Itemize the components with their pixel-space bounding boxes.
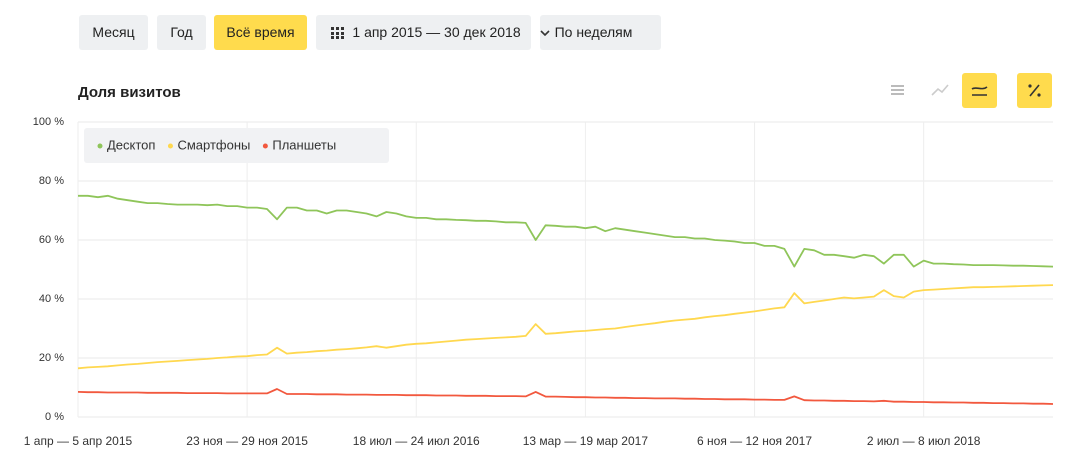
icon	[971, 86, 988, 96]
date-range-button[interactable]: 1 апр 2015 — 30 дек 2018	[316, 15, 531, 50]
percent-icon[interactable]	[1017, 73, 1052, 108]
legend-dot	[262, 143, 268, 149]
y-tick-label: 100 %	[33, 116, 64, 128]
icon	[931, 84, 949, 96]
icon	[891, 85, 904, 95]
x-tick-label: 13 мар — 19 мар 2017	[523, 434, 649, 448]
legend-dot	[167, 143, 173, 149]
icon	[1028, 84, 1041, 97]
x-tick-label: 18 июл — 24 июл 2016	[353, 434, 480, 448]
legend-label: Смартфоны	[177, 137, 250, 152]
y-tick-label: 20 %	[39, 352, 64, 364]
legend: Десктоп Смартфоны Планшеты	[84, 128, 389, 163]
stacked-icon[interactable]	[880, 73, 915, 108]
chevron-icon	[540, 30, 550, 36]
period-button[interactable]: Всё время	[214, 15, 307, 50]
chart-title: Доля визитов	[78, 84, 181, 101]
period-button[interactable]: Месяц	[79, 15, 148, 50]
date-range-text: 1 апр 2015 — 30 дек 2018	[352, 24, 521, 40]
y-tick-label: 0 %	[45, 411, 64, 423]
period-button[interactable]: Год	[157, 15, 206, 50]
grouping-button[interactable]: По неделям	[540, 15, 661, 50]
series-line	[77, 284, 1054, 370]
series-line	[77, 388, 1054, 405]
legend-box	[84, 128, 389, 163]
x-tick-label: 2 июл — 8 июл 2018	[867, 434, 981, 448]
area-icon[interactable]	[962, 73, 997, 108]
y-tick-label: 80 %	[39, 175, 64, 187]
series-line	[78, 194, 1054, 268]
y-tick-label: 40 %	[39, 293, 64, 305]
x-tick-label: 6 ноя — 12 ноя 2017	[697, 434, 812, 448]
x-tick-label: 23 ноя — 29 ноя 2015	[186, 434, 308, 448]
grouping-text: По неделям	[554, 24, 633, 40]
line-icon[interactable]	[922, 73, 957, 108]
x-tick-label: 1 апр — 5 апр 2015	[24, 434, 133, 448]
calendar-icon	[331, 27, 344, 39]
legend-dot	[97, 143, 103, 149]
legend-label: Планшеты	[272, 137, 336, 152]
legend-label: Десктоп	[107, 137, 155, 152]
y-tick-label: 60 %	[39, 234, 64, 246]
